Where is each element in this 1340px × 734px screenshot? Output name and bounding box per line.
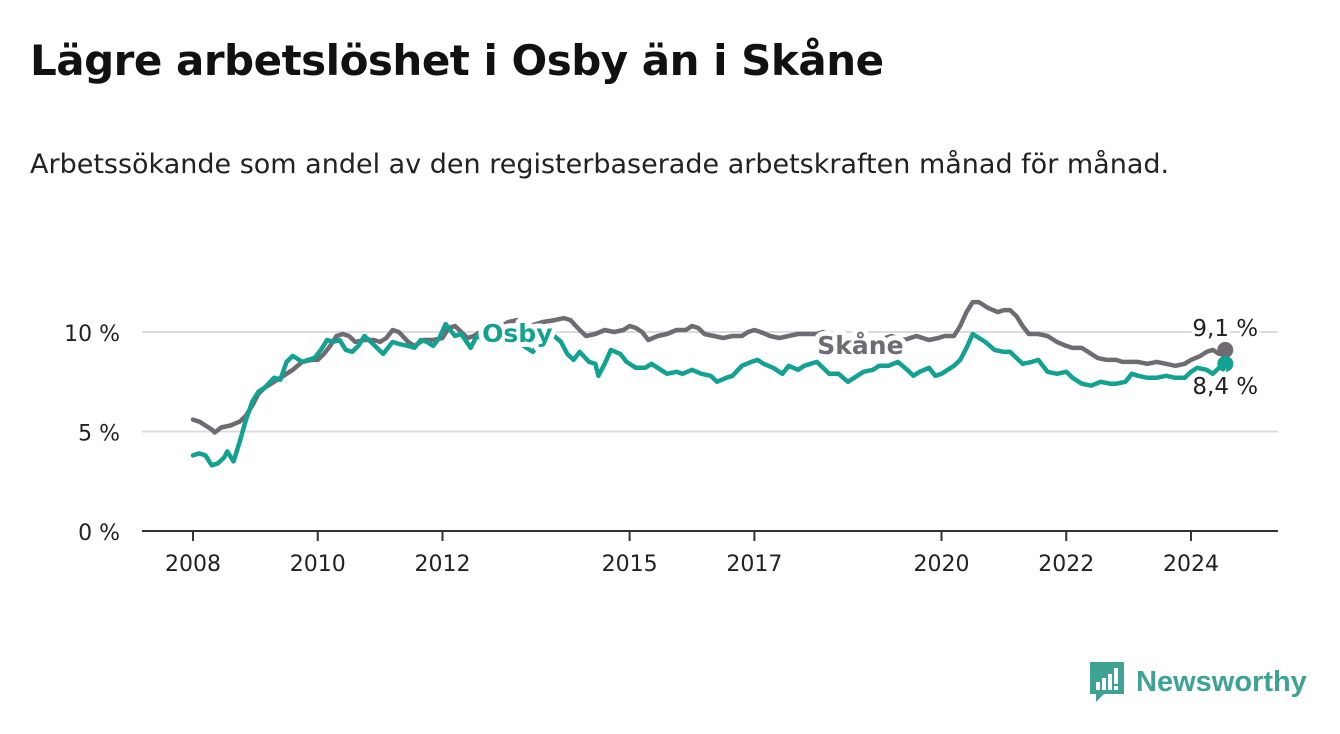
chart-title: Lägre arbetslöshet i Osby än i Skåne <box>30 36 884 85</box>
end-marker-osby <box>1217 355 1234 372</box>
series-label-skane: Skåne <box>817 331 903 360</box>
x-tick-label: 2022 <box>1038 552 1094 577</box>
series-lines <box>190 299 1234 468</box>
x-tick-label: 2020 <box>914 552 970 577</box>
end-value-label-osby: 8,4 % <box>1192 374 1258 400</box>
gridlines <box>142 331 1278 433</box>
x-tick-label: 2024 <box>1163 552 1219 577</box>
chart-subtitle: Arbetssökande som andel av den registerb… <box>30 149 1170 180</box>
y-tick-label: 0 % <box>78 521 120 546</box>
series-label-osby: Osby <box>482 319 552 348</box>
y-tick-label: 5 % <box>78 422 120 447</box>
brand-name: Newsworthy <box>1136 665 1307 698</box>
x-tick-label: 2010 <box>290 552 346 577</box>
axes: 0 % 5 % 10 % 2008 2010 2012 2015 2017 2020 2022 20… <box>64 322 1278 577</box>
newsworthy-logo-icon <box>1090 662 1124 702</box>
end-marker-skane <box>1217 341 1234 358</box>
series-line-osby <box>190 321 1228 468</box>
newsworthy-brand: Newsworthy <box>1088 660 1307 704</box>
series-line-skane <box>190 299 1228 435</box>
end-value-label-skane: 9,1 % <box>1192 316 1258 342</box>
series-labels: Osby Skåne 9,1 % 8,4 % <box>477 313 1261 403</box>
y-tick-label: 10 % <box>64 322 120 347</box>
x-tick-label: 2012 <box>415 552 471 577</box>
x-tick-label: 2008 <box>165 552 221 577</box>
x-tick-label: 2015 <box>602 552 658 577</box>
x-tick-label: 2017 <box>726 552 782 577</box>
